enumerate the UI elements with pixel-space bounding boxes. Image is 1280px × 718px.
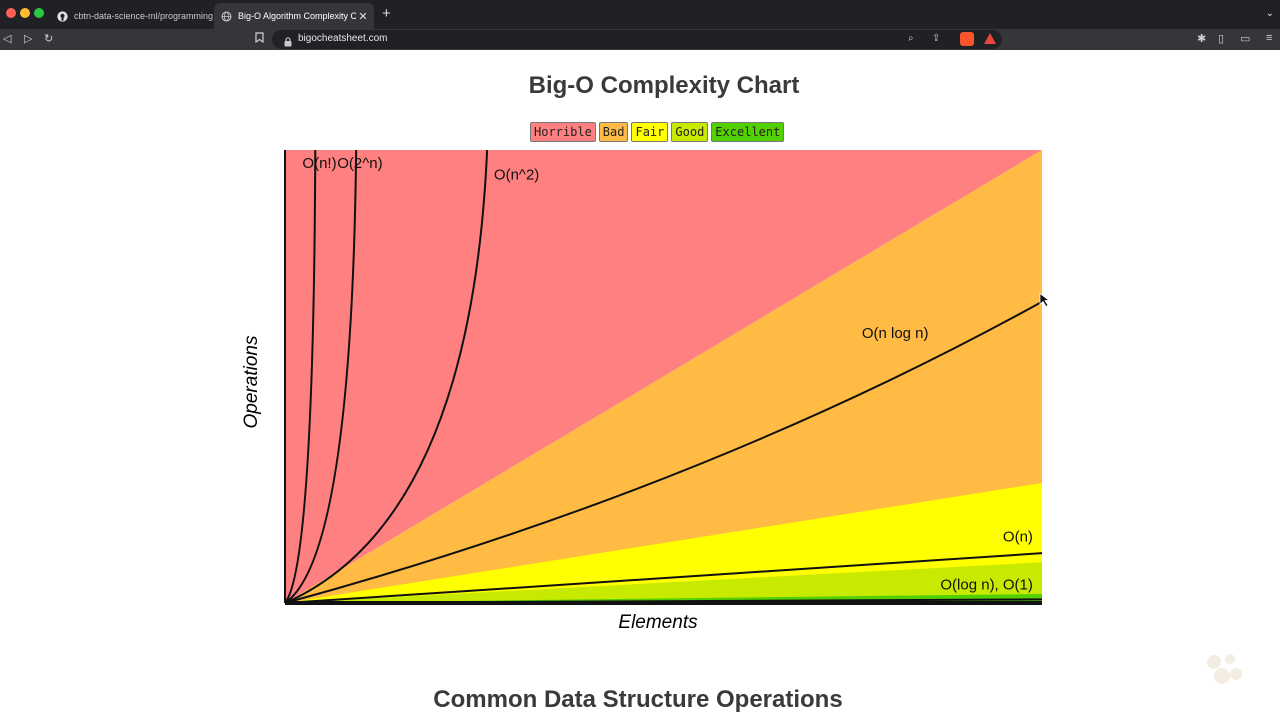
extensions-icon[interactable]: ✱ bbox=[1197, 33, 1207, 45]
share-icon[interactable]: ⇪ bbox=[932, 33, 941, 44]
legend-horrible: Horrible bbox=[530, 122, 596, 142]
series-label-2: O(n^2) bbox=[494, 166, 539, 183]
menu-icon[interactable]: ≡ bbox=[1266, 32, 1273, 44]
series-line-0 bbox=[284, 149, 317, 604]
series-label-1: O(2^n) bbox=[337, 155, 382, 172]
forward-icon[interactable]: ▷ bbox=[24, 33, 33, 45]
new-tab-icon[interactable]: + bbox=[382, 5, 391, 22]
close-window-button[interactable] bbox=[6, 8, 16, 18]
y-axis-label: Operations bbox=[241, 335, 262, 429]
region-good bbox=[285, 562, 1042, 603]
close-tab-icon[interactable]: ✕ bbox=[358, 10, 368, 23]
minimize-window-button[interactable] bbox=[20, 8, 30, 18]
x-axis-label: Elements bbox=[618, 612, 698, 633]
series-label-4: O(n) bbox=[1003, 528, 1033, 545]
lock-icon bbox=[284, 34, 292, 47]
tab-github[interactable]: cbtn-data-science-ml/programming bbox=[50, 3, 214, 29]
maximize-window-button[interactable] bbox=[34, 8, 44, 18]
url-text: bigocheatsheet.com bbox=[298, 33, 388, 44]
series-label-0: O(n!) bbox=[302, 155, 336, 172]
github-icon bbox=[56, 10, 68, 22]
section-title: Common Data Structure Operations bbox=[433, 686, 843, 713]
tab-bigo[interactable]: Big-O Algorithm Complexity Ch ✕ bbox=[214, 3, 374, 29]
bookmark-icon[interactable] bbox=[255, 32, 264, 46]
brave-rewards-icon[interactable] bbox=[984, 33, 996, 44]
series-label-3: O(n log n) bbox=[862, 325, 929, 342]
zoom-icon[interactable]: ⌕ bbox=[908, 33, 914, 44]
back-icon[interactable]: ◁ bbox=[3, 33, 12, 45]
series-line-1 bbox=[284, 149, 358, 604]
sidebar-icon[interactable]: ▯ bbox=[1218, 33, 1225, 45]
browser-toolbar: ◁ ▷ ↻ bigocheatsheet.com ⌕ ⇪ ✱ ▯ ▭ ≡ bbox=[0, 29, 1280, 50]
region-bad bbox=[285, 150, 1042, 603]
mouse-cursor-icon bbox=[1039, 292, 1051, 307]
wallet-icon[interactable]: ▭ bbox=[1240, 33, 1251, 45]
watermark-logo bbox=[1204, 652, 1244, 688]
legend-bad: Bad bbox=[598, 122, 629, 142]
series-line-2 bbox=[284, 149, 489, 604]
complexity-chart: O(n!) O(2^n) O(n^2) O(n log n) O(n) O(log n),… bbox=[284, 149, 1051, 605]
legend-excellent: Excellent bbox=[711, 122, 785, 142]
globe-icon bbox=[220, 10, 232, 22]
series-line-4 bbox=[284, 552, 1043, 604]
tab-bar: cbtn-data-science-ml/programming Big-O A… bbox=[0, 0, 1280, 29]
reload-icon[interactable]: ↻ bbox=[44, 33, 54, 45]
series-label-5: O(log n), O(1) bbox=[940, 576, 1033, 593]
chart-legend: Horrible Bad Fair Good Excellent bbox=[530, 122, 785, 142]
tab-label: Big-O Algorithm Complexity Ch bbox=[238, 11, 356, 21]
chevron-down-icon[interactable]: ⌄ bbox=[1265, 8, 1274, 19]
x-axis-line bbox=[285, 601, 1042, 605]
tab-label: cbtn-data-science-ml/programming bbox=[74, 11, 214, 21]
brave-shield-icon[interactable] bbox=[960, 32, 974, 46]
address-bar[interactable]: bigocheatsheet.com ⌕ ⇪ bbox=[272, 30, 1002, 49]
legend-fair: Fair bbox=[631, 122, 669, 142]
legend-good: Good bbox=[671, 122, 709, 142]
y-axis-line bbox=[284, 150, 286, 603]
page-title: Big-O Complexity Chart bbox=[528, 72, 800, 99]
series-line-3 bbox=[284, 300, 1043, 604]
